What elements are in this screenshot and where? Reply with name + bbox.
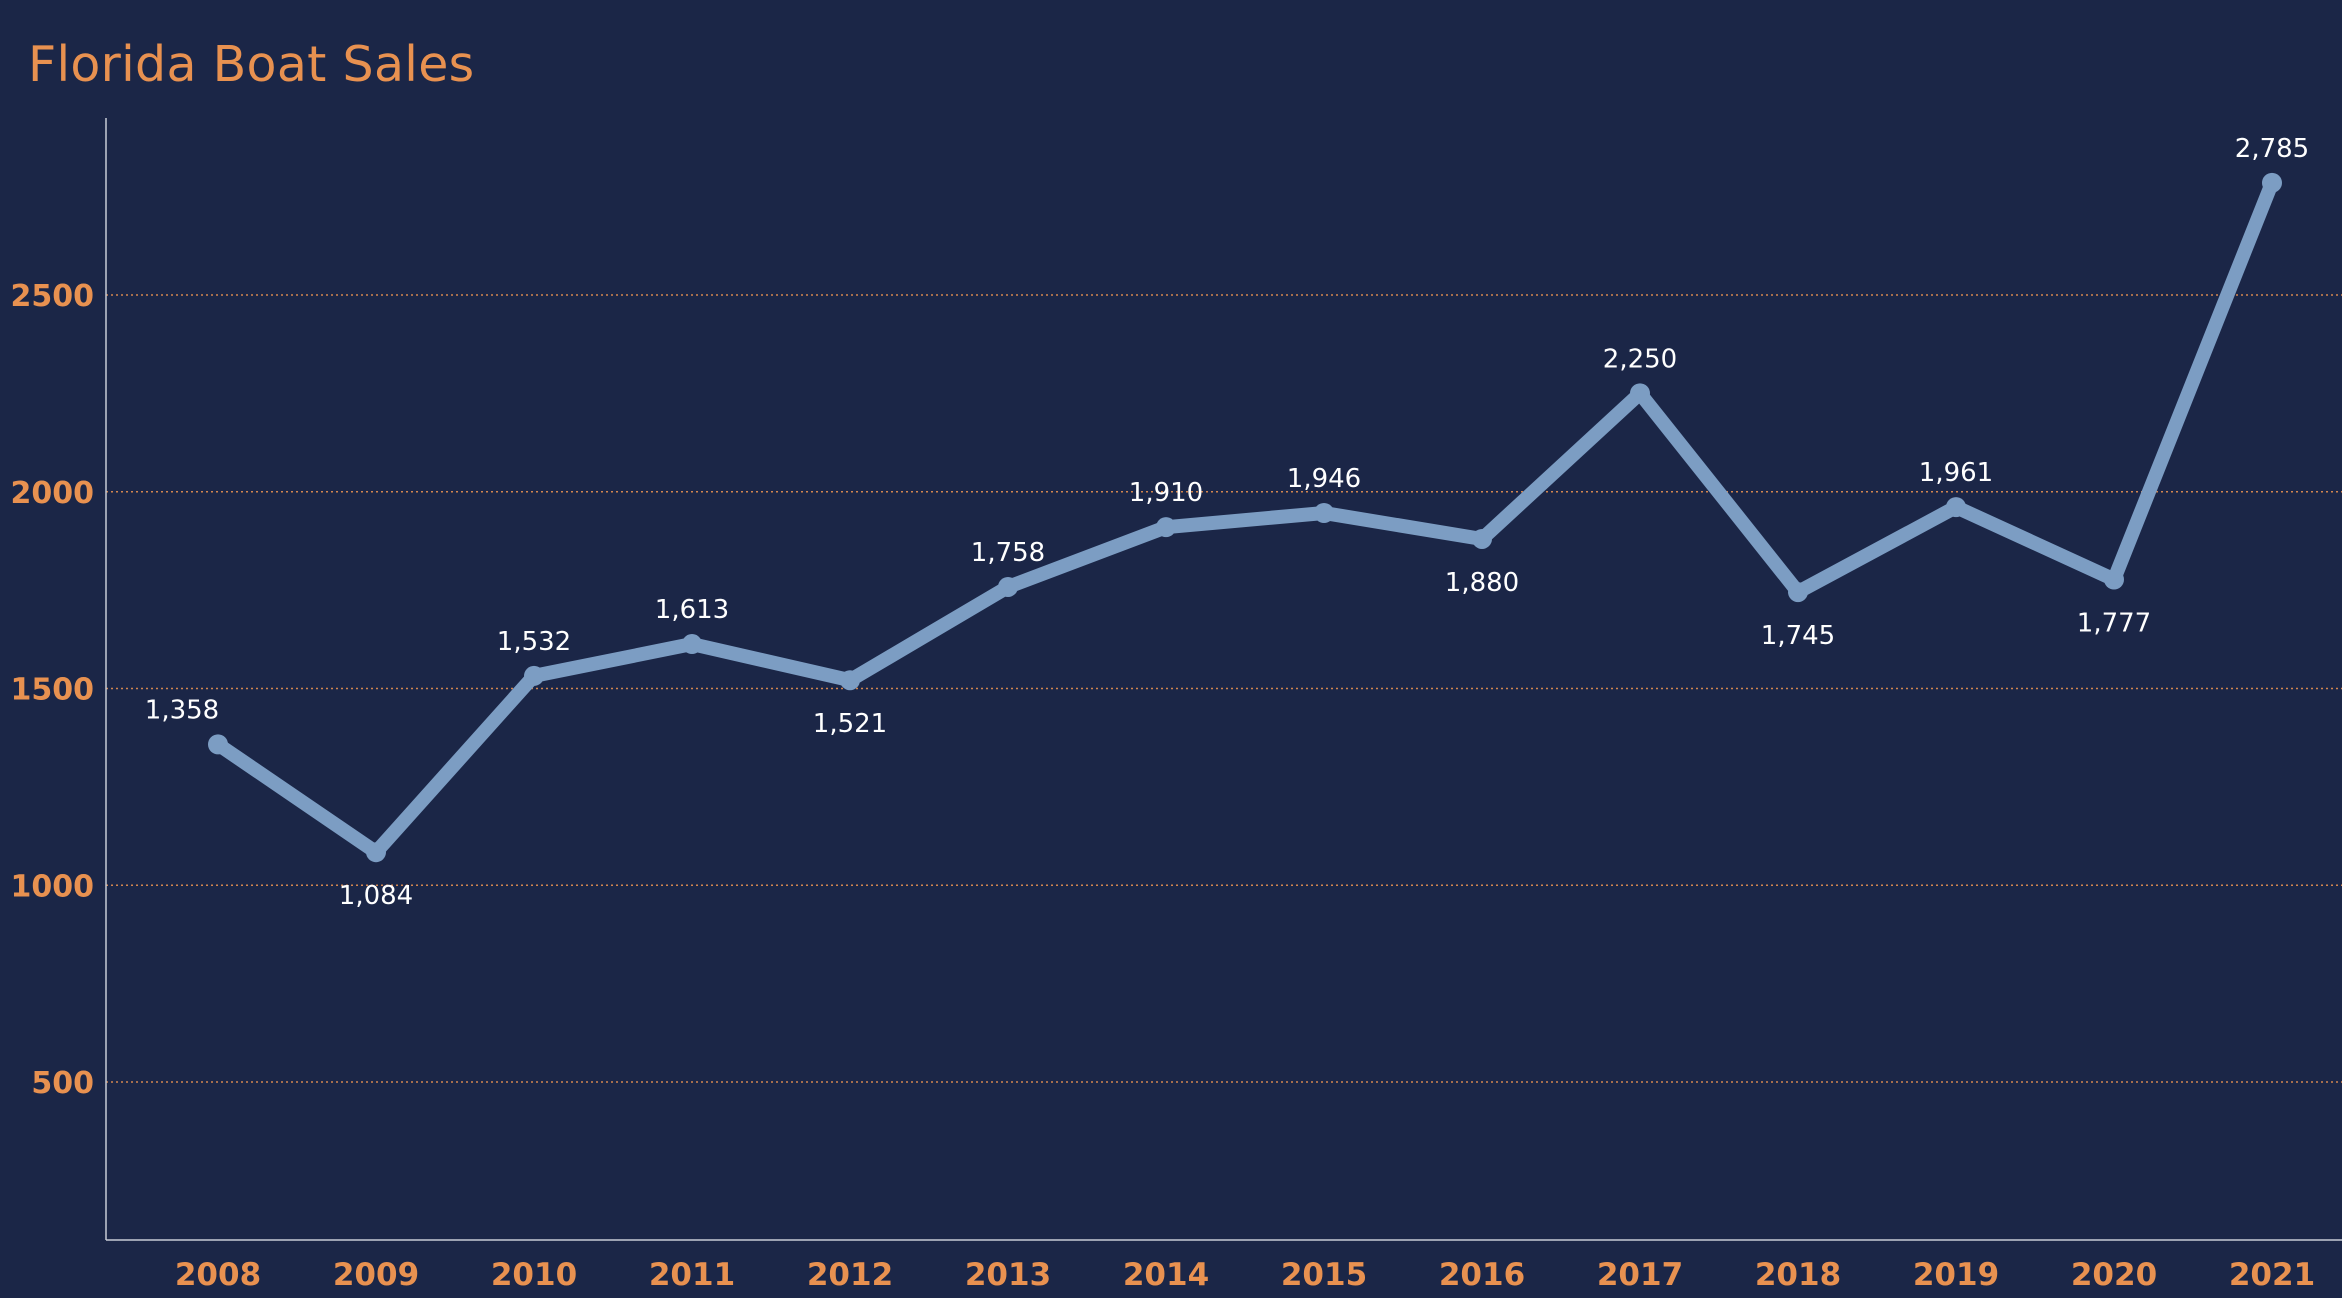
data-label: 1,777 [2077, 609, 2151, 639]
data-point [1788, 582, 1808, 603]
data-label: 2,785 [2235, 134, 2309, 164]
x-tick-label: 2018 [1755, 1257, 1841, 1293]
data-label: 1,745 [1761, 621, 1835, 651]
x-tick-label: 2012 [807, 1257, 893, 1293]
data-point [2104, 569, 2124, 590]
data-point [1946, 497, 1966, 518]
y-tick-label: 2000 [11, 476, 95, 511]
y-axis-ticks: 500 1000 1500 2000 2500 [11, 279, 95, 1101]
data-point [1472, 528, 1492, 549]
x-tick-label: 2017 [1597, 1257, 1683, 1293]
x-tick-label: 2011 [649, 1257, 735, 1293]
data-labels: 1,358 1,084 1,532 1,613 1,521 1,758 1,910 1,946… [145, 134, 2309, 911]
y-tick-label: 2500 [11, 279, 95, 314]
series-line [211, 175, 2279, 860]
x-tick-label: 2020 [2071, 1257, 2157, 1293]
data-label: 1,358 [145, 695, 219, 725]
data-point [366, 842, 386, 863]
data-label: 1,946 [1287, 464, 1361, 494]
y-tick-label: 1000 [11, 869, 95, 904]
chart-title: Florida Boat Sales [28, 36, 475, 93]
y-tick-label: 500 [31, 1066, 94, 1101]
data-label: 1,880 [1445, 568, 1519, 598]
data-label: 1,961 [1919, 458, 1993, 488]
data-label: 1,084 [339, 881, 413, 911]
gridlines [106, 294, 2342, 1083]
data-point [1630, 383, 1650, 404]
data-label: 1,521 [813, 709, 887, 739]
x-tick-label: 2010 [491, 1257, 577, 1293]
data-label: 1,532 [497, 627, 571, 657]
data-point [1314, 502, 1334, 523]
series-line-layer [211, 175, 2279, 860]
x-axis-ticks: 2008 2009 2010 2011 2012 2013 2014 2015 2016 2017… [175, 1257, 2315, 1293]
x-tick-label: 2009 [333, 1257, 419, 1293]
data-label: 2,250 [1603, 344, 1677, 374]
data-point [2262, 172, 2282, 193]
y-tick-label: 1500 [11, 673, 95, 708]
data-point [998, 576, 1018, 597]
x-tick-label: 2015 [1281, 1257, 1367, 1293]
data-point [840, 670, 860, 691]
data-label: 1,613 [655, 595, 729, 625]
x-tick-label: 2008 [175, 1257, 261, 1293]
data-points [208, 172, 2282, 863]
x-tick-label: 2021 [2229, 1257, 2315, 1293]
data-point [682, 634, 702, 655]
data-point [208, 734, 228, 755]
data-label: 1,910 [1129, 478, 1203, 508]
data-label: 1,758 [971, 538, 1045, 568]
data-point [524, 665, 544, 686]
data-point [1156, 517, 1176, 538]
x-tick-label: 2013 [965, 1257, 1051, 1293]
x-tick-label: 2016 [1439, 1257, 1525, 1293]
x-tick-label: 2019 [1913, 1257, 1999, 1293]
x-tick-label: 2014 [1123, 1257, 1209, 1293]
